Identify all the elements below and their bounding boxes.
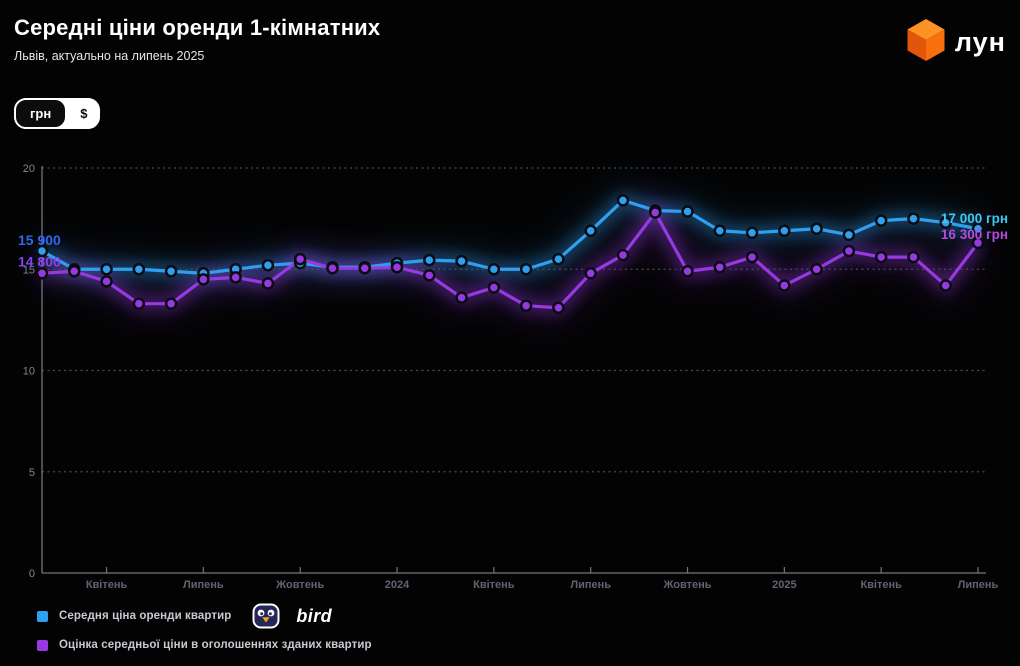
data-point[interactable]	[519, 299, 533, 312]
data-point[interactable]	[326, 261, 339, 275]
currency-usd-button[interactable]: $	[67, 98, 101, 129]
y-tick-label: 15	[23, 264, 35, 276]
bird-logo-icon	[252, 603, 280, 629]
data-point[interactable]	[455, 291, 468, 304]
data-point[interactable]	[487, 281, 501, 294]
data-point[interactable]	[810, 263, 823, 276]
data-point[interactable]	[907, 212, 920, 225]
x-tick-label: 2025	[772, 579, 796, 591]
data-point[interactable]	[100, 275, 113, 288]
rent-series-swatch	[37, 610, 48, 622]
data-point[interactable]	[423, 269, 436, 282]
data-point[interactable]	[713, 260, 727, 274]
bird-wordmark: bird	[296, 605, 333, 626]
listings-series-swatch	[37, 639, 48, 651]
data-point[interactable]	[100, 263, 113, 276]
lun-cube-icon	[906, 18, 946, 67]
listings-series-label: Оцінка середньої ціни в оголошеннях здан…	[59, 639, 372, 651]
rent-series-label: Середня ціна оренди квартир	[59, 610, 232, 622]
page-title: Середні ціни оренди 1-кімнатних	[14, 15, 381, 40]
data-point[interactable]	[778, 279, 791, 292]
data-point[interactable]	[584, 224, 597, 238]
data-point[interactable]	[35, 267, 49, 280]
data-point[interactable]	[681, 265, 694, 278]
data-point[interactable]	[939, 279, 952, 292]
data-point[interactable]	[842, 244, 856, 258]
x-tick-label: Квітень	[473, 579, 515, 591]
data-point[interactable]	[648, 206, 662, 219]
data-point[interactable]	[455, 254, 468, 268]
currency-toggle: грн $	[14, 98, 101, 129]
data-point[interactable]	[810, 222, 823, 235]
data-point[interactable]	[390, 260, 404, 274]
chart-legend: Середня ціна оренди квартир bird Оцінка …	[37, 603, 372, 656]
data-point[interactable]	[423, 253, 436, 267]
y-tick-label: 10	[23, 366, 35, 378]
data-point[interactable]	[874, 250, 888, 264]
data-point[interactable]	[164, 265, 178, 278]
data-point[interactable]	[616, 248, 630, 262]
data-point[interactable]	[132, 263, 146, 276]
data-point[interactable]	[229, 271, 242, 284]
y-tick-label: 5	[29, 467, 35, 479]
data-point[interactable]	[584, 267, 597, 280]
y-tick-label: 20	[23, 163, 35, 175]
lun-logo: лун	[906, 18, 1006, 67]
data-point[interactable]	[164, 297, 178, 310]
chart-canvas[interactable]: 0 5 10 15 20 Квітень Липень Жовтень 2024 Квітень Л…	[0, 155, 1020, 607]
data-point[interactable]	[132, 297, 146, 310]
data-point[interactable]	[971, 236, 985, 250]
x-tick-label: Квітень	[86, 579, 128, 591]
legend-item-rent: Середня ціна оренди квартир bird	[37, 603, 372, 629]
end-value-label: 17 000 грн	[941, 211, 1008, 226]
x-tick-label: Липень	[958, 579, 999, 591]
data-point[interactable]	[939, 216, 952, 229]
x-tick-label: Липень	[570, 579, 611, 591]
lun-wordmark: лун	[954, 27, 1006, 57]
x-tick-label: Жовтень	[275, 579, 324, 591]
page-subtitle: Львів, актуально на липень 2025	[14, 49, 205, 63]
start-value-label: 14 800	[18, 253, 61, 269]
x-tick-label: Квітень	[860, 579, 902, 591]
x-tick-label: Липень	[183, 579, 224, 591]
data-point[interactable]	[35, 244, 49, 258]
data-point[interactable]	[487, 263, 501, 276]
end-value-label: 16 300 грн	[941, 227, 1008, 242]
data-point[interactable]	[681, 205, 694, 218]
data-point[interactable]	[261, 258, 275, 272]
data-point[interactable]	[874, 214, 888, 227]
data-point[interactable]	[519, 263, 533, 276]
data-point[interactable]	[745, 226, 759, 240]
legend-item-listings: Оцінка середньої ціни в оголошеннях здан…	[37, 634, 372, 656]
data-point[interactable]	[552, 301, 565, 314]
data-point[interactable]	[68, 265, 81, 278]
start-value-label: 15 900	[18, 232, 61, 248]
data-point[interactable]	[552, 252, 565, 266]
data-point[interactable]	[745, 250, 759, 264]
data-point[interactable]	[358, 261, 372, 275]
y-tick-label: 0	[29, 568, 35, 580]
data-point[interactable]	[842, 228, 856, 242]
data-point[interactable]	[907, 250, 920, 264]
x-tick-label: Жовтень	[662, 579, 711, 591]
data-point[interactable]	[778, 224, 791, 238]
data-point[interactable]	[616, 194, 630, 207]
data-point[interactable]	[261, 277, 275, 290]
data-point[interactable]	[293, 252, 307, 266]
x-tick-label: 2024	[385, 579, 410, 591]
data-point[interactable]	[971, 222, 985, 235]
data-point[interactable]	[197, 273, 210, 286]
currency-uah-button[interactable]: грн	[14, 98, 68, 129]
data-point[interactable]	[713, 224, 727, 238]
